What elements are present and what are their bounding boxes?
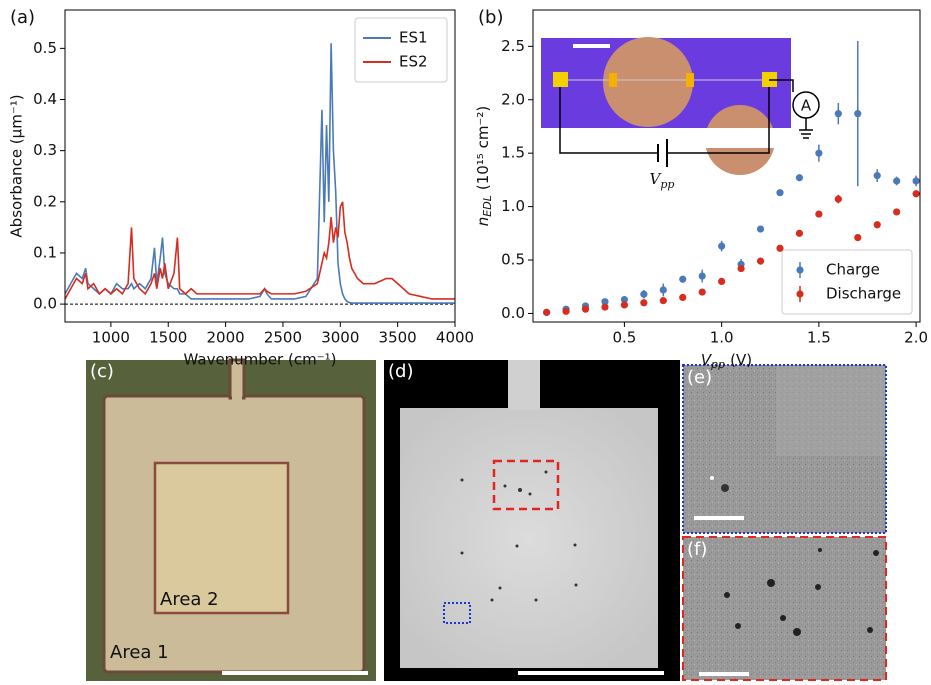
optical-image <box>86 360 376 681</box>
legend-label: Discharge <box>826 285 901 303</box>
data-point <box>601 303 608 310</box>
y-tick-label: 1.0 <box>501 197 525 215</box>
x-tick-label: 2000 <box>206 329 244 347</box>
data-point <box>874 172 881 179</box>
data-point <box>679 294 686 301</box>
x-tick-label: 3000 <box>321 329 359 347</box>
x-tick-label: 0.5 <box>612 329 636 347</box>
x-tick-label: 1.0 <box>710 329 734 347</box>
data-point <box>854 110 861 117</box>
axis-label: Wavenumber (cm⁻¹) <box>184 351 337 369</box>
electrode <box>553 72 568 87</box>
legend-swatch <box>796 266 803 273</box>
label-subscript: EDL <box>481 195 494 217</box>
data-point <box>776 189 783 196</box>
label-subscript: pp <box>710 358 725 371</box>
data-point <box>699 272 706 279</box>
electrode <box>686 73 694 87</box>
data-point <box>679 276 686 283</box>
legend-label: ES2 <box>399 53 428 71</box>
x-tick-label: 2.0 <box>904 329 928 347</box>
data-point <box>699 288 706 295</box>
data-point <box>913 177 920 184</box>
legend-swatch <box>796 290 803 297</box>
electrode <box>609 73 617 87</box>
data-point <box>562 308 569 315</box>
data-point <box>640 291 647 298</box>
data-point <box>854 234 861 241</box>
data-point <box>660 286 667 293</box>
y-tick-label: 0.3 <box>33 141 57 159</box>
data-point <box>660 297 667 304</box>
sem-zoom-red <box>683 537 886 680</box>
label-symbol: n <box>474 217 492 227</box>
y-tick-label: 0.0 <box>501 304 525 322</box>
area-label: Area 2 <box>160 589 219 610</box>
figure: (c) Area 2 Area 1 (d) (e) (f) (a) 1000 150… <box>0 0 931 681</box>
panel-label: (a) <box>10 7 35 28</box>
data-point <box>582 306 589 313</box>
sem-zoom-blue <box>683 365 886 533</box>
y-tick-label: 0.5 <box>501 251 525 269</box>
data-point <box>815 150 822 157</box>
x-tick-label: 4000 <box>436 329 474 347</box>
panel-label: (b) <box>478 7 503 28</box>
panel-label: (c) <box>90 361 114 382</box>
area-label: Area 1 <box>110 642 169 663</box>
y-tick-label: 0.2 <box>33 192 57 210</box>
data-point <box>913 190 920 197</box>
data-point <box>757 257 764 264</box>
axis-label: Vpp <box>650 170 675 191</box>
label-subscript: pp <box>660 178 674 191</box>
axis-label: Absorbance (μm⁻¹) <box>8 94 26 237</box>
label-unit: (10¹⁵ cm⁻²) <box>474 106 492 190</box>
panel-label: (f) <box>687 539 707 560</box>
spectrum-line <box>65 202 455 299</box>
y-tick-label: 0.4 <box>33 90 57 108</box>
x-tick-label: 1.5 <box>807 329 831 347</box>
data-point <box>718 243 725 250</box>
legend-label: ES1 <box>399 29 428 47</box>
y-tick-label: 0.5 <box>33 39 57 57</box>
data-point <box>640 299 647 306</box>
inset: A <box>541 37 819 175</box>
data-point <box>737 265 744 272</box>
data-point <box>893 177 900 184</box>
data-point <box>815 210 822 217</box>
sem-image <box>384 360 680 681</box>
x-tick-label: 2500 <box>264 329 302 347</box>
x-tick-label: 3500 <box>379 329 417 347</box>
data-point <box>718 278 725 285</box>
data-point <box>893 208 900 215</box>
y-tick-label: 2.5 <box>501 37 525 55</box>
y-tick-label: 0.0 <box>33 295 57 313</box>
y-tick-label: 2.0 <box>501 90 525 108</box>
legend-label: Charge <box>826 261 880 279</box>
panel-label: (d) <box>388 361 413 382</box>
label-unit: (V) <box>730 351 752 369</box>
data-point <box>796 230 803 237</box>
data-point <box>874 221 881 228</box>
data-point <box>796 174 803 181</box>
data-point <box>835 110 842 117</box>
panel-label: (e) <box>687 367 712 388</box>
data-point <box>621 301 628 308</box>
data-point <box>835 196 842 203</box>
data-point <box>757 225 764 232</box>
ammeter-label: A <box>801 97 812 115</box>
x-tick-label: 1500 <box>149 329 187 347</box>
axis-label: nEDL (10¹⁵ cm⁻²) <box>474 106 495 226</box>
y-tick-label: 0.1 <box>33 243 57 261</box>
data-point <box>543 309 550 316</box>
x-tick-label: 1000 <box>92 329 130 347</box>
y-tick-label: 1.5 <box>501 144 525 162</box>
